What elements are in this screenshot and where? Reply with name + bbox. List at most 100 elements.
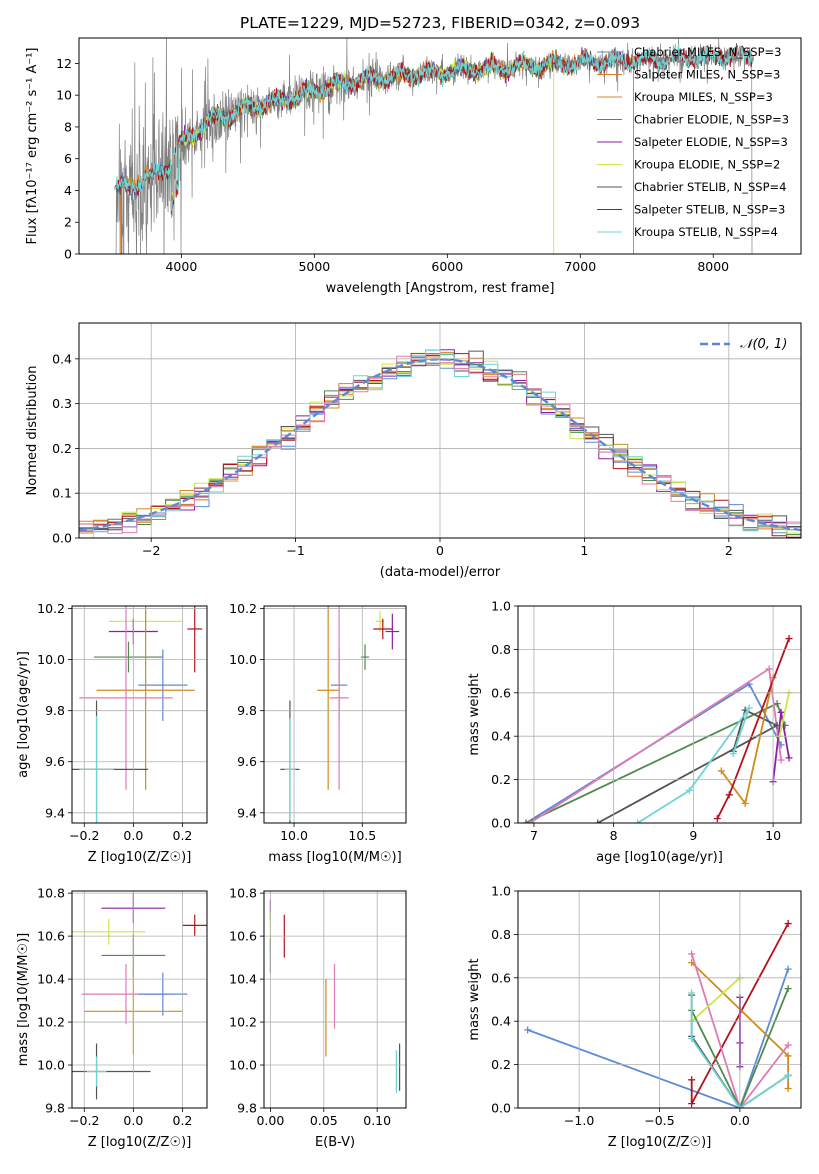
weight-marker — [773, 700, 781, 708]
errorbar-point-salpeter_elodie — [385, 613, 400, 650]
weight-marker — [688, 950, 696, 958]
x-axis-label: Z [log10(Z/Z☉)] — [608, 1135, 712, 1150]
legend-entry-chabrier_miles: Chabrier MILES, N_SSP=3 — [634, 45, 781, 59]
y-tick-label: 0.4 — [491, 1014, 511, 1029]
x-tick-label: 6000 — [431, 259, 463, 274]
weight-line-salpeter_stelib — [716, 638, 790, 820]
legend-entry-chabrier_stelib: Chabrier STELIB, N_SSP=4 — [634, 180, 786, 194]
weight-marker — [741, 799, 749, 807]
legend-entry-chabrier_elodie: Chabrier ELODIE, N_SSP=3 — [634, 113, 789, 127]
weight-marker — [784, 1052, 792, 1060]
y-tick-label: 10.2 — [229, 601, 257, 616]
y-tick-label: 9.8 — [45, 703, 65, 718]
y-tick-label: 9.8 — [237, 1101, 257, 1116]
x-tick-label: 8000 — [697, 259, 729, 274]
weight-line-chabrier_miles — [527, 968, 789, 1108]
weight-line-chabrier_elodie — [525, 702, 786, 823]
weight-line-kroupa_stelib — [690, 993, 789, 1108]
weight-marker — [688, 1100, 696, 1108]
x-tick-label: 0 — [436, 543, 444, 558]
y-axis-label: Normed distribution — [25, 366, 40, 496]
y-tick-label: 1.0 — [491, 599, 511, 614]
weight-line-chabrier_stelib — [597, 708, 780, 823]
figure-title: PLATE=1229, MJD=52723, FIBERID=0342, z=0… — [240, 14, 640, 32]
y-tick-label: 8 — [64, 119, 72, 134]
legend-entry-salpeter_stelib: Salpeter STELIB, N_SSP=3 — [634, 203, 785, 217]
weight-marker — [784, 920, 792, 928]
panel-spectrum: 4000 5000 6000 7000 8000 0 2 4 6 8 10 12 wavelength … — [25, 37, 802, 296]
spectrum-model-kroupa_stelib — [114, 43, 754, 211]
errorbar-point-salpeter_stelib — [187, 606, 203, 673]
axes-frame — [263, 890, 407, 1109]
errorbar-point-chabrier_miles — [138, 649, 188, 721]
axes-frame — [71, 605, 208, 824]
y-axis-label: age [log10(age/yr)] — [16, 651, 31, 778]
weight-marker — [594, 819, 602, 823]
y-tick-label: 0.0 — [491, 816, 511, 831]
y-tick-label: 0.4 — [491, 729, 511, 744]
x-tick-label: 0.2 — [173, 828, 193, 843]
y-tick-label: 10 — [56, 88, 72, 103]
y-tick-label: 0.2 — [52, 441, 72, 456]
weight-line-pink — [690, 953, 789, 1108]
weight-line-kroupa_elodie — [691, 977, 741, 1022]
x-tick-label: 0.00 — [256, 1113, 284, 1128]
axes-frame — [263, 605, 407, 824]
y-tick-label: 10.4 — [37, 972, 65, 987]
weight-marker — [688, 1076, 696, 1084]
y-tick-label: 10.8 — [229, 886, 257, 901]
errorbar-point-kroupa_miles — [96, 606, 195, 790]
weight-marker — [524, 1026, 532, 1034]
y-tick-label: 10.2 — [229, 1015, 257, 1030]
y-tick-label: 10.0 — [37, 1058, 65, 1073]
x-tick-label: −0.2 — [69, 828, 99, 843]
errorbar-point-salpeter_stelib — [373, 618, 393, 640]
legend-entry-salpeter_miles: Salpeter MILES, N_SSP=3 — [634, 68, 780, 82]
y-axis-label: mass weight — [467, 958, 482, 1040]
weight-marker — [522, 819, 530, 823]
panel-weight_vs_age: 7 8 9 10 0.0 0.2 0.4 0.6 0.8 1.0 age [log10(age/yr… — [467, 599, 802, 865]
y-tick-label: 10.4 — [229, 972, 257, 987]
weight-marker — [729, 750, 737, 758]
x-tick-label: 7000 — [564, 259, 596, 274]
y-tick-label: 0.6 — [491, 685, 511, 700]
x-axis-label: Z [log10(Z/Z☉)] — [88, 1135, 192, 1150]
y-tick-label: 9.4 — [45, 805, 65, 820]
weight-marker — [784, 985, 792, 993]
y-tick-label: 10.6 — [37, 929, 65, 944]
y-tick-label: 10.6 — [229, 929, 257, 944]
x-tick-label: 0.2 — [173, 1113, 193, 1128]
y-tick-label: 10.2 — [37, 601, 65, 616]
x-tick-label: 10.0 — [280, 828, 308, 843]
x-tick-label: 10.5 — [348, 828, 376, 843]
y-tick-label: 0.8 — [491, 927, 511, 942]
x-tick-label: 0.10 — [363, 1113, 391, 1128]
errorbar-point-salpeter_stelib — [182, 914, 207, 937]
weight_vs_age-plot-area — [522, 635, 793, 823]
errorbar-point-kroupa_stelib — [284, 718, 296, 821]
y-tick-label: 10.0 — [229, 652, 257, 667]
errorbar-point-chabrier_miles — [138, 972, 188, 1016]
age_vs_mass-plot-area — [280, 606, 400, 823]
x-axis-label: wavelength [Angstrom, rest frame] — [326, 281, 555, 296]
y-tick-label: 0.3 — [52, 396, 72, 411]
y-tick-label: 0.0 — [52, 531, 72, 546]
weight-marker — [688, 989, 696, 997]
weight-marker — [784, 1071, 792, 1079]
weight_vs_Z-plot-area — [524, 920, 792, 1108]
x-tick-label: 0.05 — [310, 1113, 338, 1128]
y-tick-label: 9.4 — [237, 805, 257, 820]
axes-frame — [78, 322, 802, 539]
y-tick-label: 0.1 — [52, 486, 72, 501]
y-tick-label: 6 — [64, 151, 72, 166]
weight-marker — [725, 791, 733, 799]
errorbar-point-pink — [329, 606, 349, 790]
y-tick-label: 10.0 — [229, 1058, 257, 1073]
weight-marker — [765, 665, 773, 673]
weight-marker — [713, 815, 721, 823]
x-tick-label: 9 — [689, 828, 697, 843]
x-tick-label: 8 — [610, 828, 618, 843]
errorbar-point-pink — [79, 606, 173, 790]
x-tick-label: −2 — [142, 543, 160, 558]
